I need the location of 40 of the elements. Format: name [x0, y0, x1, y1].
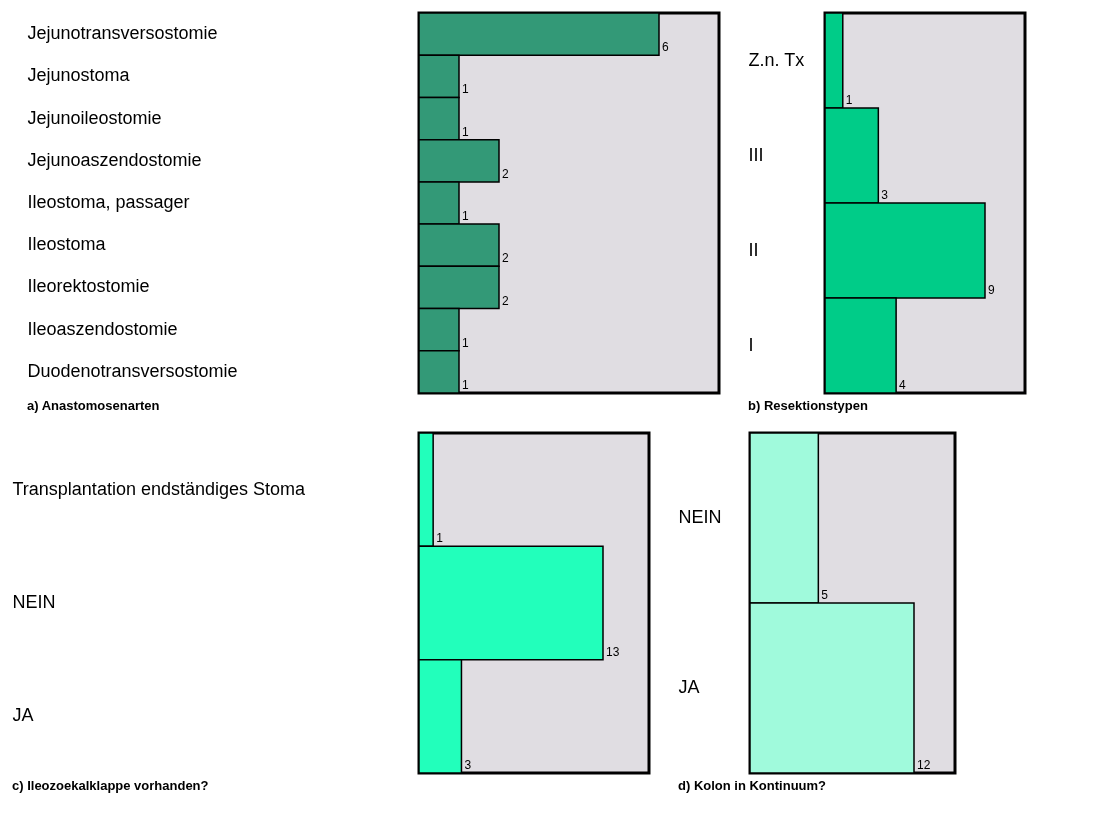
data-label: 9: [988, 283, 995, 297]
y-tick-label: Ileorektostomie: [27, 276, 150, 297]
y-tick-label: NEIN: [12, 592, 56, 612]
y-tick-label: Jejunotransversostomie: [27, 23, 218, 44]
data-label: 2: [502, 166, 509, 181]
data-label: 1: [436, 531, 444, 546]
data-label: 12: [917, 758, 931, 772]
data-label: 2: [502, 251, 509, 266]
y-tick-label: Jejunoileostomie: [27, 107, 162, 128]
y-tick-label: Ileoaszendostomie: [27, 318, 178, 339]
text: b) Resektionstypen: [748, 397, 868, 413]
data-label: 2: [502, 293, 509, 308]
data-label: 1: [462, 378, 469, 392]
y-tick-label: Jejunostoma: [27, 65, 131, 86]
data-label: 3: [464, 758, 472, 772]
data-label: 6: [662, 40, 669, 55]
text: a) Anastomosenarten: [27, 397, 160, 413]
text: c) Ileozoekalklappe vorhanden?: [12, 777, 209, 793]
y-tick-label: JA: [12, 705, 34, 726]
data-label: 3: [881, 188, 889, 202]
data-label: 1: [462, 335, 469, 350]
data-label: 4: [899, 378, 907, 392]
y-tick-label: NEIN: [678, 507, 722, 527]
y-tick-label: Duodenotransversostomie: [27, 360, 238, 381]
data-label: 5: [821, 588, 829, 602]
y-tick-label: II: [748, 239, 759, 260]
y-tick-label: Z.n. Tx: [748, 49, 805, 70]
data-label: 1: [462, 124, 469, 139]
y-tick-label: Jejunoaszendostomie: [27, 149, 202, 170]
data-label: 1: [462, 209, 469, 224]
y-tick-label: Transplantation endständiges Stoma: [12, 478, 307, 499]
y-tick-label: Ileostoma: [27, 234, 107, 255]
text: d) Kolon in Kontinuum?: [678, 777, 827, 793]
y-tick-label: III: [748, 144, 764, 165]
data-label: 1: [462, 82, 469, 97]
y-tick-label: Ileostoma, passager: [27, 192, 190, 212]
data-label: 1: [845, 93, 853, 107]
data-label: 13: [606, 644, 620, 659]
y-tick-label: JA: [678, 677, 700, 697]
y-tick-label: I: [748, 334, 754, 355]
